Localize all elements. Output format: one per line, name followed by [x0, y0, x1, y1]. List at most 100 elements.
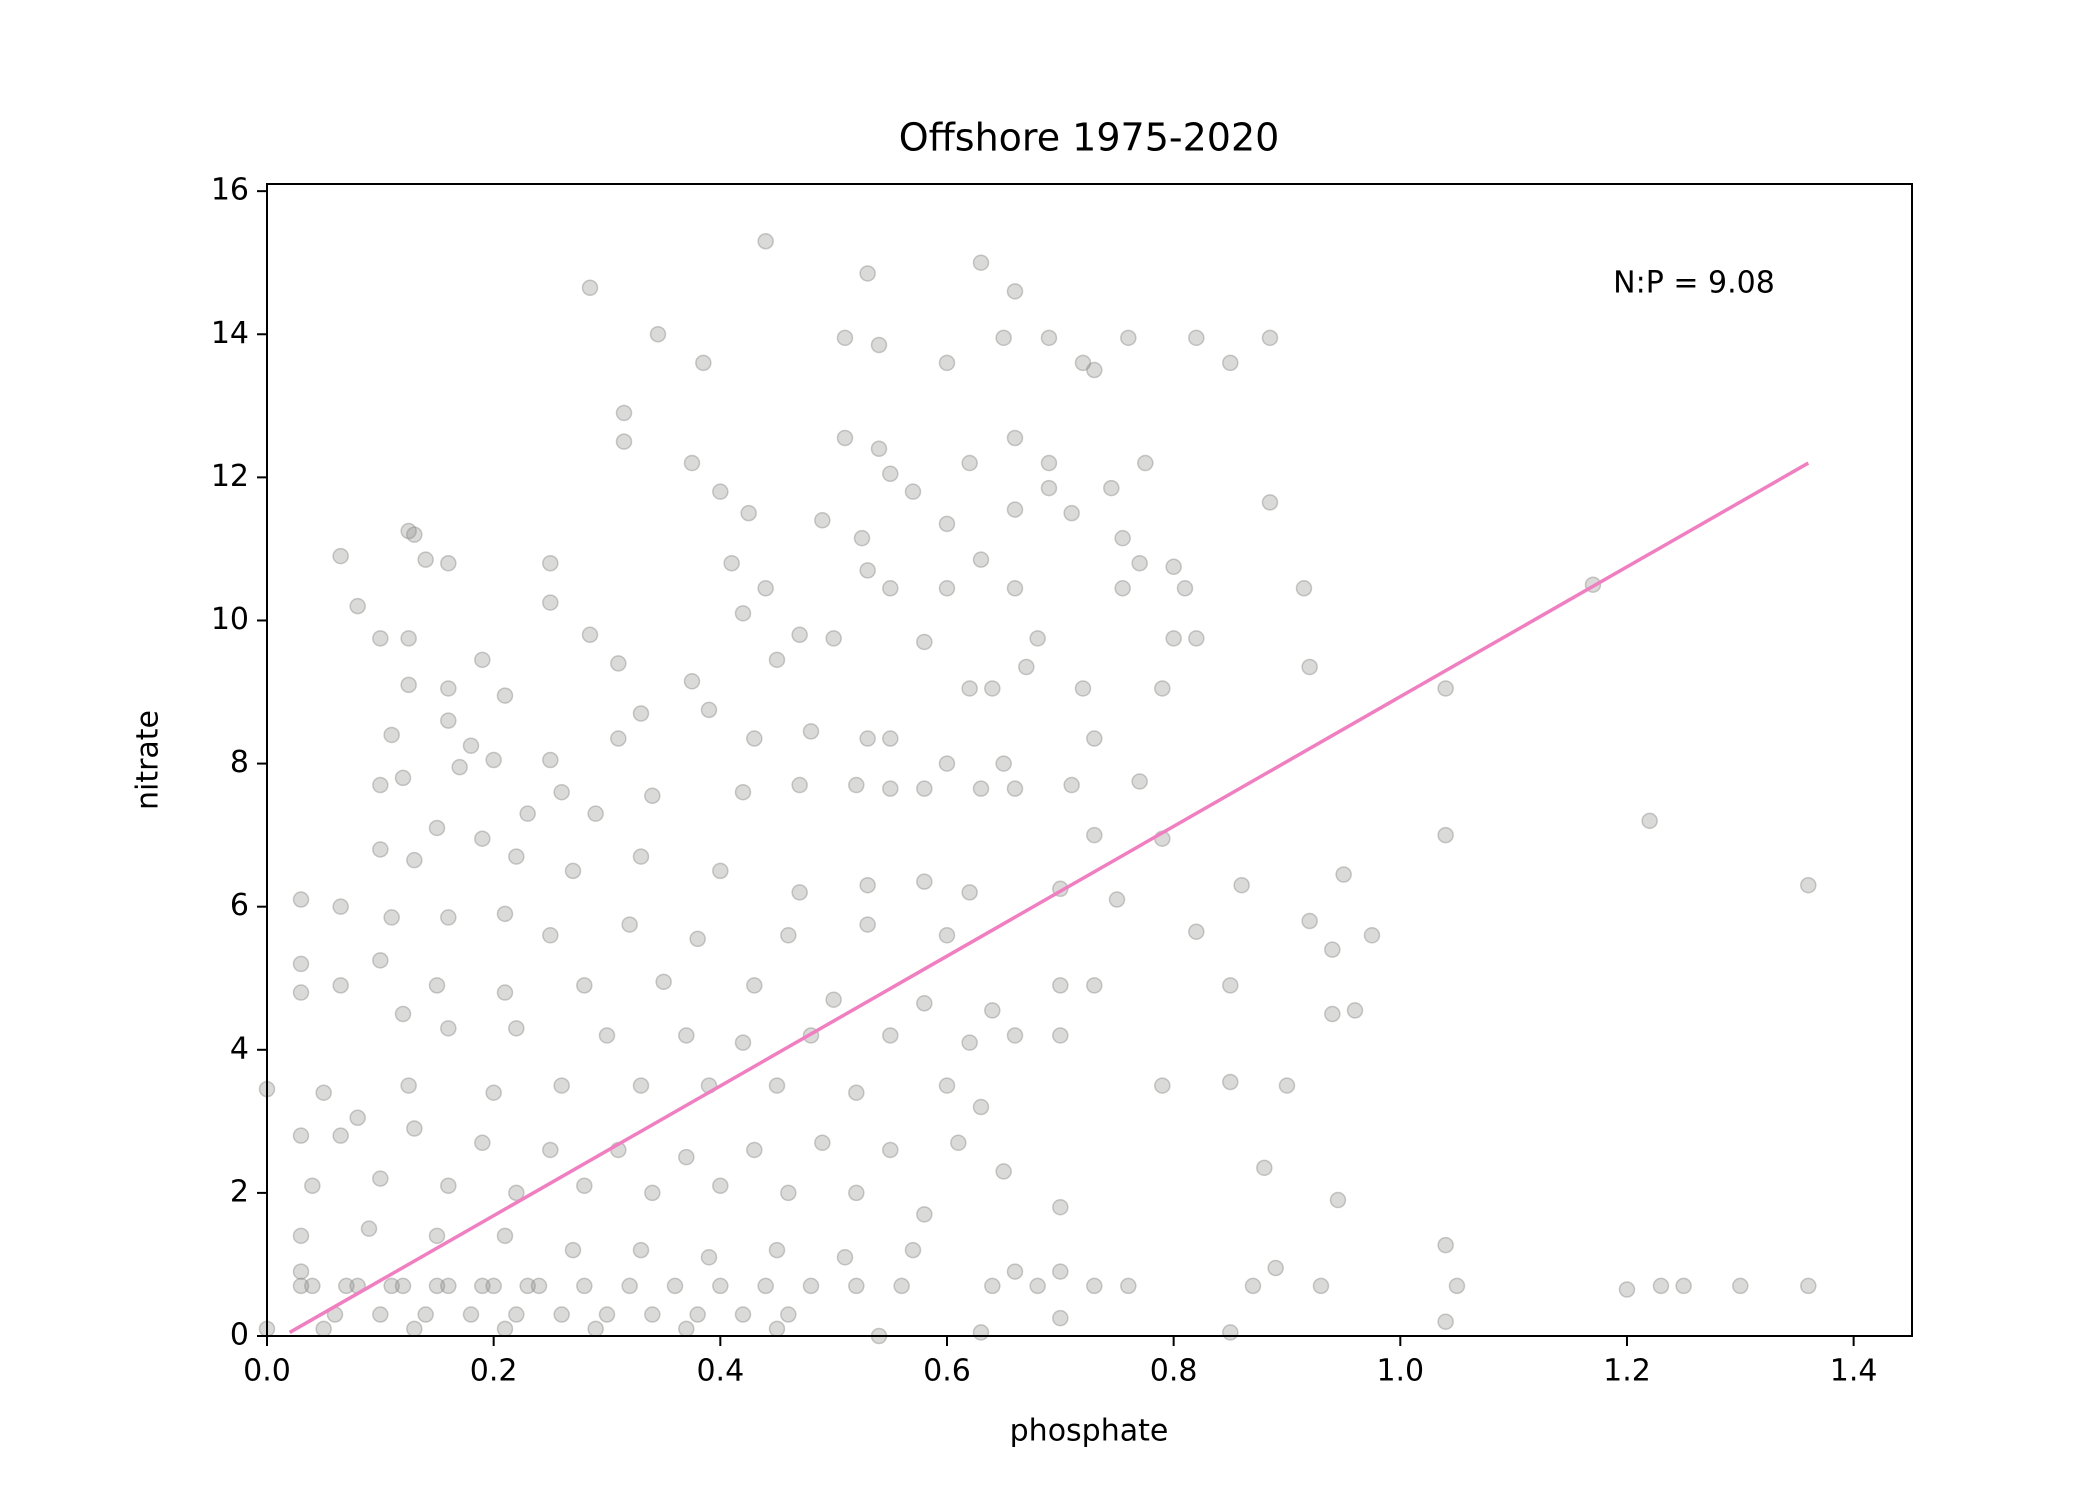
point — [508, 1306, 525, 1323]
point — [882, 780, 899, 797]
point — [632, 1241, 650, 1259]
point — [519, 805, 536, 822]
point — [485, 1277, 502, 1295]
point — [644, 1306, 661, 1323]
point — [1261, 494, 1279, 511]
point — [1437, 680, 1454, 697]
point — [678, 1148, 695, 1166]
point — [938, 755, 956, 772]
point — [292, 955, 310, 973]
point — [440, 680, 457, 697]
point — [360, 1220, 378, 1237]
point — [440, 712, 457, 729]
point — [1800, 1277, 1817, 1295]
point — [848, 776, 865, 794]
point — [292, 1127, 310, 1144]
x-axis-label: phosphate — [1010, 1414, 1169, 1449]
point — [315, 1320, 332, 1338]
point — [615, 404, 633, 422]
point — [621, 1277, 638, 1295]
point — [904, 483, 922, 500]
point — [853, 529, 871, 547]
point — [1086, 1277, 1103, 1295]
point — [598, 1027, 616, 1044]
annotation: N:P = 9.08 — [1613, 266, 1775, 301]
point — [1329, 1191, 1347, 1209]
point — [292, 1263, 310, 1280]
point — [576, 977, 593, 994]
point — [995, 755, 1012, 772]
point — [734, 605, 752, 622]
point — [1006, 283, 1024, 300]
point — [598, 1306, 616, 1323]
point — [304, 1177, 321, 1194]
point — [406, 1120, 423, 1137]
point — [1103, 479, 1120, 497]
point — [1437, 1313, 1454, 1330]
point — [1222, 1073, 1239, 1091]
point — [1188, 923, 1205, 940]
point — [400, 676, 417, 694]
point — [1018, 658, 1035, 676]
point — [304, 1277, 321, 1295]
chart-title: Offshore 1975-2020 — [899, 116, 1280, 160]
point — [406, 526, 423, 543]
point — [1324, 1005, 1341, 1023]
point — [712, 1277, 729, 1295]
point — [734, 1306, 752, 1323]
x-tick-label: 1.2 — [1603, 1354, 1651, 1389]
point — [1063, 504, 1080, 522]
point — [1652, 1277, 1670, 1295]
point — [553, 1077, 570, 1094]
point — [780, 1306, 797, 1323]
point — [1114, 529, 1131, 547]
point — [1154, 680, 1171, 697]
point — [610, 655, 627, 672]
point — [1222, 354, 1239, 372]
point — [780, 1184, 797, 1202]
point — [938, 515, 956, 533]
y-axis-label: nitrate — [131, 710, 166, 810]
point — [1301, 912, 1318, 930]
point — [882, 465, 899, 483]
point — [644, 787, 661, 805]
point — [1256, 1159, 1273, 1177]
point — [587, 1320, 604, 1338]
point — [678, 1027, 695, 1044]
point — [553, 1306, 570, 1323]
x-tick-label: 0.0 — [243, 1354, 291, 1389]
point — [950, 1134, 967, 1152]
point — [462, 1306, 480, 1323]
point — [1086, 826, 1103, 844]
point — [984, 680, 1001, 697]
point — [961, 680, 978, 697]
point — [383, 909, 400, 926]
point — [882, 1027, 899, 1044]
point — [814, 512, 831, 529]
y-tick-label: 2 — [230, 1174, 249, 1209]
point — [292, 891, 310, 908]
point — [394, 1277, 412, 1295]
point — [961, 1034, 978, 1051]
point — [757, 232, 774, 250]
point — [400, 1077, 417, 1094]
point — [1074, 354, 1092, 372]
point — [1114, 580, 1131, 597]
point — [428, 1227, 446, 1245]
point — [474, 830, 491, 847]
point — [1188, 329, 1205, 347]
point — [836, 329, 854, 347]
point — [632, 848, 650, 865]
point — [496, 1320, 514, 1338]
point — [1086, 361, 1103, 379]
point — [292, 1277, 310, 1295]
point — [938, 354, 956, 372]
point — [332, 977, 349, 994]
point — [938, 1077, 956, 1094]
point — [700, 701, 718, 719]
point — [712, 1177, 729, 1194]
point — [916, 1206, 933, 1223]
point — [519, 1277, 536, 1295]
point — [581, 279, 599, 297]
point — [1052, 1309, 1069, 1327]
